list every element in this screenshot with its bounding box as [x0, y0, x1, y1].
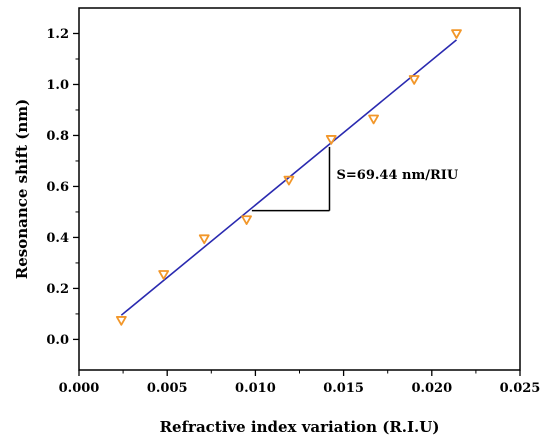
y-tick-label: 1.2 [46, 27, 69, 42]
data-point [368, 114, 379, 125]
data-point [198, 234, 210, 245]
data-point [241, 215, 252, 225]
y-tick-label: 0.2 [46, 282, 69, 297]
y-axis-title: Resonance shift (nm) [13, 99, 31, 280]
x-tick-label: 0.020 [411, 381, 452, 396]
data-point [283, 175, 295, 186]
y-tick-label: 0.6 [46, 180, 69, 195]
plot-border [78, 7, 521, 371]
plot-frame [78, 7, 521, 371]
y-tick-label: 0.8 [46, 129, 69, 144]
data-point [451, 29, 462, 39]
data-point [325, 135, 337, 145]
x-axis-ticks: 0.000 0.005 0.010 0.015 0.020 0.025 [59, 370, 541, 396]
data-point [115, 316, 127, 326]
x-tick-label: 0.000 [59, 381, 100, 396]
x-axis-title: Refractive index variation (R.I.U) [160, 418, 440, 436]
x-tick-label: 0.010 [235, 381, 276, 396]
slope-triangle-group [251, 146, 331, 212]
sensitivity-annotation: S=69.44 nm/RIU [337, 168, 459, 183]
y-tick-label: 1.0 [46, 78, 69, 93]
x-tick-label: 0.015 [323, 381, 364, 396]
data-point [408, 75, 420, 85]
x-tick-label: 0.025 [500, 381, 541, 396]
y-axis-ticks: 0.0 0.2 0.4 0.6 0.8 1.0 1.2 [46, 27, 79, 348]
x-tick-label: 0.005 [147, 381, 188, 396]
data-points [115, 29, 462, 326]
y-tick-label: 0.0 [46, 333, 69, 348]
data-point [158, 270, 170, 280]
y-tick-label: 0.4 [46, 231, 69, 246]
